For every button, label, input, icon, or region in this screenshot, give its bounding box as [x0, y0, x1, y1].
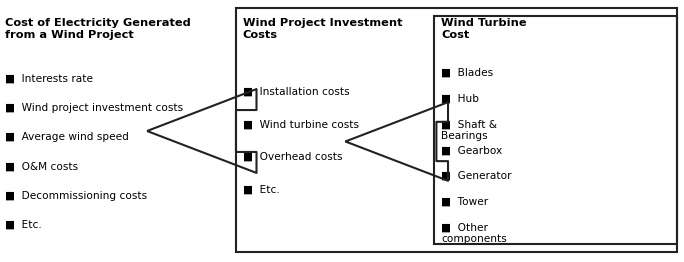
Text: ■  O&M costs: ■ O&M costs — [5, 161, 79, 171]
Text: ■  Installation costs: ■ Installation costs — [243, 86, 350, 96]
Text: ■  Interests rate: ■ Interests rate — [5, 73, 94, 83]
Text: ■  Tower: ■ Tower — [441, 196, 488, 206]
Bar — [434, 16, 677, 244]
Text: ■  Shaft &
Bearings: ■ Shaft & Bearings — [441, 119, 497, 141]
Text: Cost of Electricity Generated
from a Wind Project: Cost of Electricity Generated from a Win… — [5, 18, 192, 40]
Text: ■  Average wind speed: ■ Average wind speed — [5, 132, 129, 142]
Text: ■  Other
components: ■ Other components — [441, 222, 507, 244]
Text: Wind Turbine
Cost: Wind Turbine Cost — [441, 18, 527, 40]
Text: ■  Overhead costs: ■ Overhead costs — [243, 152, 342, 162]
Text: ■  Decommissioning costs: ■ Decommissioning costs — [5, 191, 148, 201]
Text: ■  Blades: ■ Blades — [441, 68, 493, 78]
Text: ■  Gearbox: ■ Gearbox — [441, 145, 503, 155]
Text: ■  Wind turbine costs: ■ Wind turbine costs — [243, 119, 359, 129]
Text: ■  Etc.: ■ Etc. — [5, 220, 42, 230]
Text: ■  Hub: ■ Hub — [441, 94, 479, 104]
Bar — [236, 8, 677, 252]
Text: ■  Generator: ■ Generator — [441, 171, 512, 181]
Text: Wind Project Investment
Costs: Wind Project Investment Costs — [243, 18, 402, 40]
Text: ■  Etc.: ■ Etc. — [243, 185, 280, 195]
Text: ■  Wind project investment costs: ■ Wind project investment costs — [5, 103, 183, 113]
